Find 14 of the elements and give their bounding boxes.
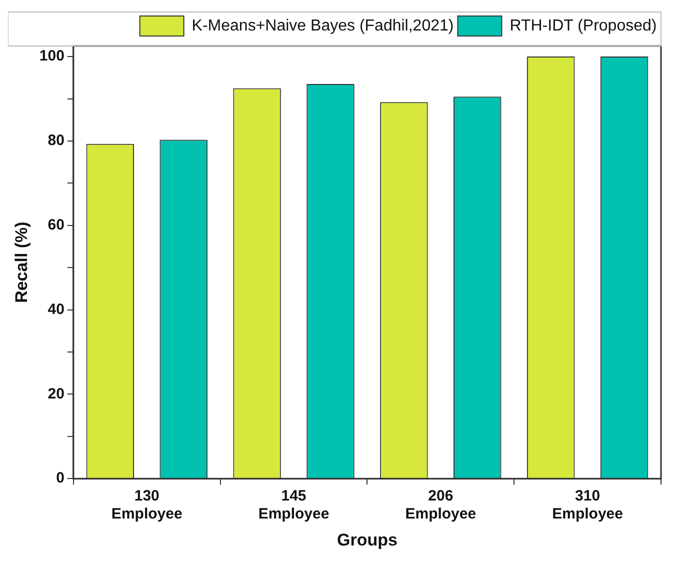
x-axis-title: Groups xyxy=(336,530,398,550)
y-tick-label: 80 xyxy=(48,132,64,150)
y-tick-label: 60 xyxy=(48,216,64,234)
y-tick-label: 100 xyxy=(39,48,64,65)
y-tick-label: 20 xyxy=(48,385,64,402)
x-tick-label: 130 Employee xyxy=(111,488,182,523)
x-tick-label: 310 Employee xyxy=(552,488,623,523)
x-tick-label: 206 Employee xyxy=(405,488,476,523)
legend-label: RTH-IDT (Proposed) xyxy=(510,17,657,34)
legend-label: K-Means+Naive Bayes (Fadhil,2021) xyxy=(192,17,454,34)
x-tick-label: 145 Employee xyxy=(258,488,330,523)
y-tick-label: 0 xyxy=(56,470,64,487)
y-axis-title: Recall (%) xyxy=(12,222,31,303)
y-tick-label: 40 xyxy=(48,300,64,318)
